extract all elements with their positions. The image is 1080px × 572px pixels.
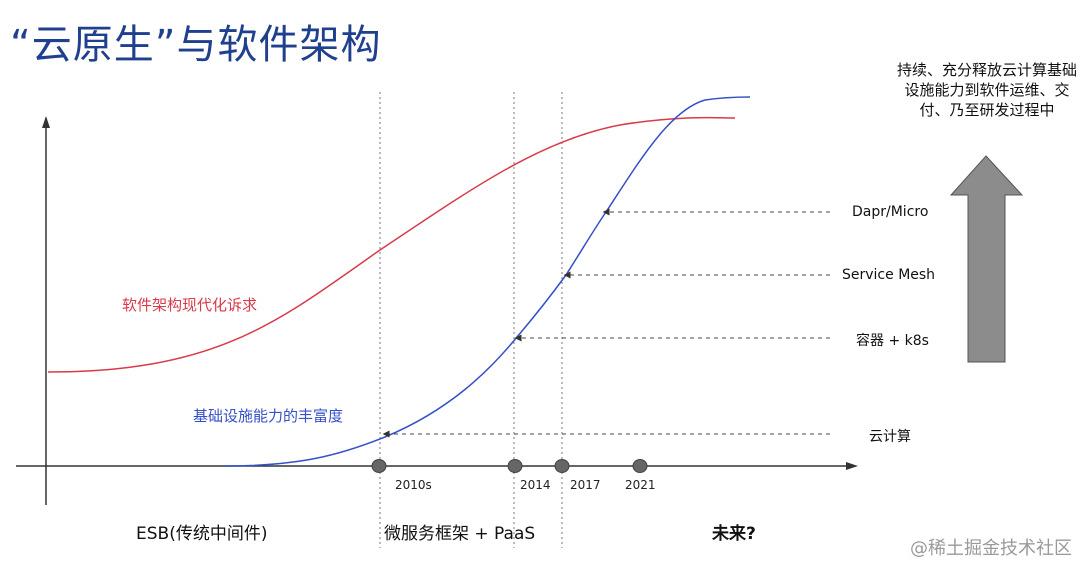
blue-curve — [224, 96, 751, 467]
tick-label-2010s: 2010s — [395, 478, 432, 492]
milestone-label-container: 容器 + k8s — [856, 333, 929, 349]
upward-arrow-icon — [949, 155, 1024, 363]
blue-curve-label: 基础设施能力的丰富度 — [193, 407, 344, 425]
x-axis-arrowhead — [846, 462, 858, 470]
red-curve — [47, 116, 736, 373]
timeline-dot-2014 — [507, 459, 523, 473]
slide-title: “云原生”与软件架构 — [10, 22, 382, 68]
y-axis-arrowhead — [42, 116, 50, 128]
era-label-microservices: 微服务框架 + PaaS — [384, 524, 536, 544]
milestone-label-cloud: 云计算 — [869, 429, 911, 445]
milestone-label-dapr: Dapr/Micro — [852, 204, 929, 220]
red-curve-label: 软件架构现代化诉求 — [122, 296, 258, 314]
watermark: @稀土掘金技术社区 — [910, 538, 1072, 559]
timeline-dot-2021 — [632, 459, 648, 473]
era-label-esb: ESB(传统中间件) — [136, 524, 268, 544]
tick-label-2017: 2017 — [570, 478, 601, 492]
tick-label-2014: 2014 — [520, 478, 551, 492]
timeline-dot-2010s — [371, 459, 387, 473]
side-note: 持续、充分释放云计算基础设施能力到软件运维、交付、乃至研发过程中 — [896, 61, 1077, 119]
tick-label-2021: 2021 — [625, 478, 656, 492]
milestone-label-servicemesh: Service Mesh — [842, 267, 936, 283]
era-label-future: 未来? — [712, 524, 756, 544]
timeline-dot-2017 — [554, 459, 570, 473]
